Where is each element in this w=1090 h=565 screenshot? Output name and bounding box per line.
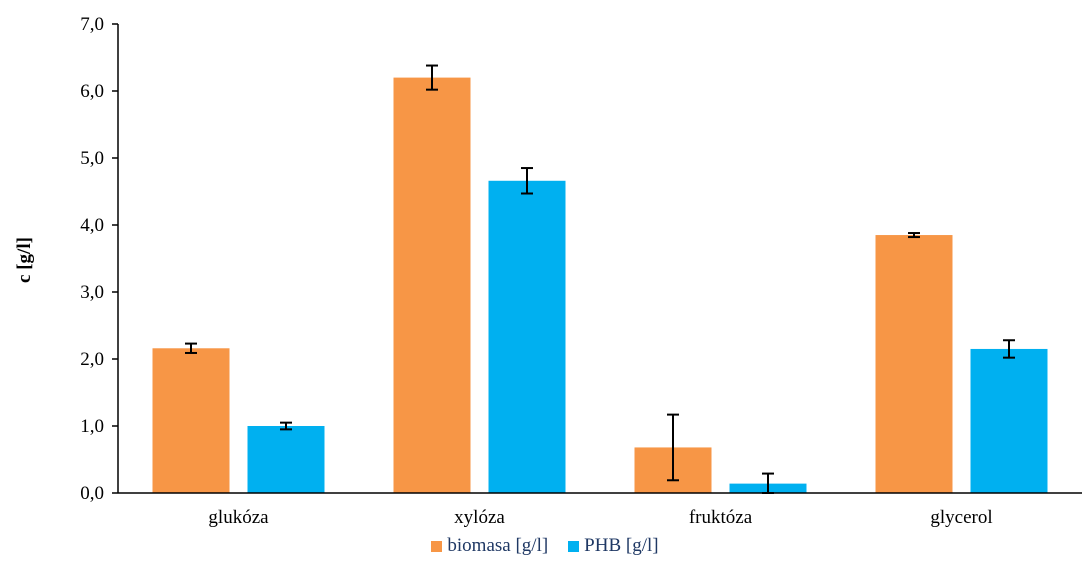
legend-swatch-biomasa xyxy=(431,540,443,552)
legend-item-biomasa: biomasa [g/l] xyxy=(431,535,548,557)
y-axis-label: c [g/l] xyxy=(14,237,35,283)
legend-item-phb: PHB [g/l] xyxy=(568,535,659,557)
legend: biomasa [g/l] PHB [g/l] xyxy=(0,535,1090,557)
x-tick-label: xylóza xyxy=(454,507,505,528)
y-tick-label: 6,0 xyxy=(80,81,104,102)
x-axis: glukóza xylóza fruktóza glycerol xyxy=(118,492,1082,528)
y-tick-label: 2,0 xyxy=(80,349,104,370)
bar xyxy=(970,348,1048,493)
legend-label-phb: PHB [g/l] xyxy=(584,535,659,556)
error-bars xyxy=(185,64,1015,494)
bar xyxy=(393,77,471,493)
y-tick-label: 1,0 xyxy=(80,416,104,437)
x-tick-label: glukóza xyxy=(208,507,269,528)
bar xyxy=(875,235,953,494)
y-tick-label: 3,0 xyxy=(80,282,104,303)
bar xyxy=(152,348,230,493)
legend-label-biomasa: biomasa [g/l] xyxy=(447,535,549,556)
y-tick-label: 4,0 xyxy=(80,215,104,236)
bar xyxy=(488,180,566,493)
bar-chart: 0,0 1,0 2,0 3,0 4,0 5,0 6,0 7,0 glukóza xylóza fr… xyxy=(14,14,1082,528)
x-tick-label: fruktóza xyxy=(689,507,753,528)
y-tick-label: 5,0 xyxy=(80,148,104,169)
bar xyxy=(247,426,325,493)
legend-swatch-phb xyxy=(568,540,580,552)
y-tick-label: 0,0 xyxy=(80,483,104,504)
y-tick-label: 7,0 xyxy=(80,14,104,35)
x-tick-label: glycerol xyxy=(930,507,992,528)
y-axis: 0,0 1,0 2,0 3,0 4,0 5,0 6,0 7,0 xyxy=(80,14,119,504)
bars xyxy=(152,77,1048,494)
